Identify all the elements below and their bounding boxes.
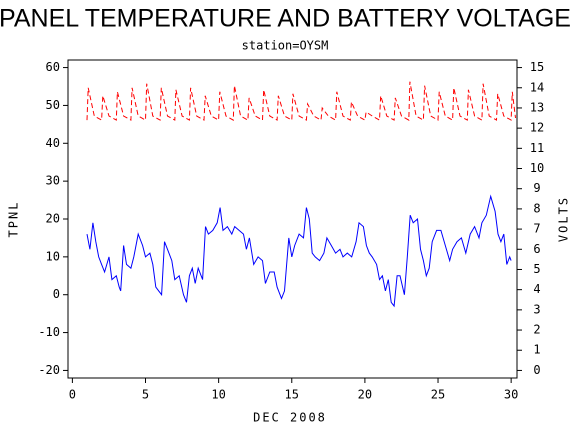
series-line xyxy=(86,194,512,308)
x-tick-label: 10 xyxy=(211,388,225,402)
x-tick-label: 15 xyxy=(285,388,299,402)
x-tick-label: 5 xyxy=(142,388,149,402)
x-axis-label: DEC 2008 xyxy=(253,411,327,425)
x-tick-label: 20 xyxy=(358,388,372,402)
y-axis-label: TPNL xyxy=(7,201,21,238)
y2-tick-label: 1 xyxy=(533,343,540,357)
y-tick-label: 20 xyxy=(46,212,60,226)
y2-tick-label: 14 xyxy=(530,80,544,94)
y2-tick-label: 10 xyxy=(530,161,544,175)
y2-tick-label: 15 xyxy=(530,60,544,74)
series-line xyxy=(86,81,516,121)
y2-tick-label: 8 xyxy=(533,201,540,215)
y2-tick-label: 6 xyxy=(533,242,540,256)
y-tick-label: 0 xyxy=(53,287,60,301)
y2-tick-label: 0 xyxy=(533,363,540,377)
y2-axis-label: VOLTS xyxy=(557,196,570,242)
y2-tick-label: 3 xyxy=(533,302,540,316)
y2-tick-label: 13 xyxy=(530,100,544,114)
chart-title: PANEL TEMPERATURE AND BATTERY VOLTAGE xyxy=(0,5,570,33)
y-tick-label: -20 xyxy=(38,363,60,377)
y-tick-label: 40 xyxy=(46,136,60,150)
y2-tick-label: 12 xyxy=(530,121,544,135)
y-tick-label: 50 xyxy=(46,98,60,112)
y2-tick-label: 4 xyxy=(533,282,540,296)
y-tick-label: 10 xyxy=(46,249,60,263)
y-tick-label: 60 xyxy=(46,60,60,74)
y2-tick-label: 11 xyxy=(530,141,544,155)
y2-tick-label: 5 xyxy=(533,262,540,276)
x-tick-label: 0 xyxy=(69,388,76,402)
x-tick-label: 30 xyxy=(504,388,518,402)
y-tick-label: 30 xyxy=(46,174,60,188)
y2-tick-label: 2 xyxy=(533,323,540,337)
y-tick-label: -10 xyxy=(38,325,60,339)
chart-subtitle: station=OYSM xyxy=(242,39,329,53)
x-tick-label: 25 xyxy=(431,388,445,402)
y2-tick-label: 7 xyxy=(533,222,540,236)
y2-tick-label: 9 xyxy=(533,181,540,195)
